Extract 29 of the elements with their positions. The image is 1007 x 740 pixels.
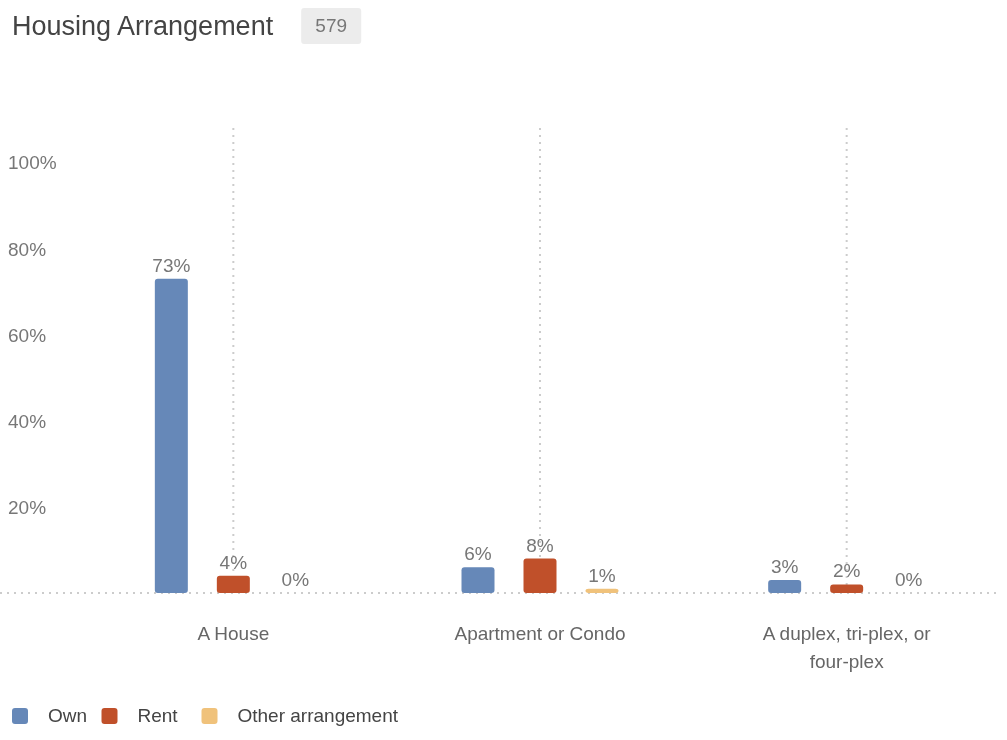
text: 73%	[152, 254, 191, 276]
x-tick-label: A duplex, tri-plex, or four-plex	[762, 623, 932, 672]
legend-label: Own	[48, 705, 88, 726]
text: 8%	[526, 534, 554, 556]
bar	[216, 575, 250, 593]
text: 4%	[219, 551, 248, 573]
x-tick-label: A House	[197, 623, 270, 644]
bar	[585, 588, 619, 593]
bar	[154, 278, 188, 593]
text: 0%	[281, 569, 310, 590]
legend-label: Other arrangement	[237, 705, 399, 726]
text: 2%	[832, 560, 861, 582]
y-tick-label: 60%	[8, 324, 47, 346]
bar	[461, 567, 495, 593]
x-tick-label: Apartment or Condo	[454, 623, 626, 644]
chart-subtitle: 579	[315, 15, 348, 36]
y-tick-label: 40%	[8, 410, 47, 432]
text: 6%	[464, 543, 492, 565]
y-tick-label: 80%	[8, 238, 47, 260]
text: 0%	[894, 569, 923, 590]
y-tick-label: 20%	[8, 496, 47, 518]
bar	[768, 580, 802, 593]
text: 1%	[588, 564, 616, 586]
text: 3%	[770, 556, 799, 578]
y-tick-label: 100%	[8, 152, 57, 174]
bar	[523, 558, 557, 593]
legend-label: Rent	[137, 705, 179, 726]
bar	[830, 584, 864, 593]
chart-title: Housing Arrangement	[12, 11, 274, 41]
